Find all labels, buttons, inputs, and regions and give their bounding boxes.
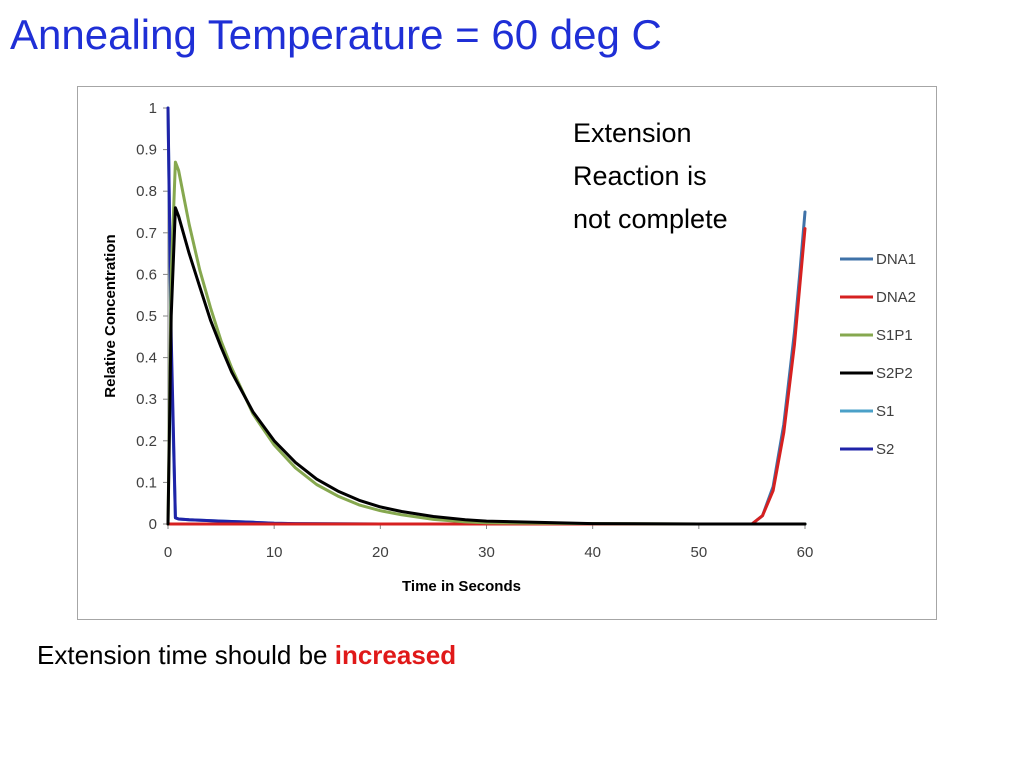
y-tick-label: 0.1 bbox=[136, 474, 157, 491]
chart-frame: 0 0.1 0.2 0.3 0.4 0.5 0.6 0.7 0.8 0.9 1 0 10 20 30 40 50… bbox=[77, 86, 937, 620]
y-tick-label: 0.4 bbox=[136, 350, 157, 367]
x-tick-label: 60 bbox=[797, 544, 814, 561]
y-tick-label: 0.3 bbox=[136, 391, 157, 408]
footer-prefix: Extension time should be bbox=[37, 640, 335, 670]
annotation-line-1: Extension bbox=[573, 118, 692, 148]
y-tick-label: 0 bbox=[149, 516, 157, 533]
annotation-line-2: Reaction is bbox=[573, 161, 707, 191]
series-line-dna1 bbox=[166, 210, 807, 526]
legend-label-dna1: DNA1 bbox=[876, 251, 916, 268]
line-chart: 00.10.20.30.40.50.60.70.80.910 10 20 30 40 50… bbox=[102, 100, 916, 595]
y-tick-label: 0.7 bbox=[136, 225, 157, 242]
chart-annotation: Extension Reaction is not complete bbox=[573, 112, 728, 241]
x-tick-label: 40 bbox=[584, 544, 601, 561]
x-tick-label: 30 bbox=[478, 544, 495, 561]
x-axis-title: Time in Seconds bbox=[402, 578, 521, 595]
series-line-s2p2 bbox=[166, 206, 807, 526]
legend-label-s2: S2 bbox=[876, 441, 894, 458]
series-line-dna2 bbox=[166, 227, 807, 526]
footer-emphasis: increased bbox=[334, 640, 457, 670]
y-tick-label: 0.5 bbox=[136, 308, 157, 325]
annotation-line-3: not complete bbox=[573, 204, 728, 234]
plot-layer: 00.10.20.30.40.50.60.70.80.910 10 20 30 40 50… bbox=[102, 100, 916, 595]
x-tick-label: 0 bbox=[164, 544, 172, 561]
y-tick-label: 0.9 bbox=[136, 142, 157, 159]
series-line-s1p1 bbox=[166, 160, 807, 526]
legend-label-s1: S1 bbox=[876, 403, 894, 420]
legend-label-s1p1: S1P1 bbox=[876, 327, 913, 344]
y-tick-label: 0.2 bbox=[136, 433, 157, 450]
footer-note: Extension time should be increased bbox=[37, 640, 456, 671]
legend-label-s2p2: S2P2 bbox=[876, 365, 913, 382]
y-tick-label: 0.6 bbox=[136, 266, 157, 283]
x-tick-label: 10 bbox=[266, 544, 283, 561]
y-tick-label: 1 bbox=[149, 100, 157, 117]
legend-label-dna2: DNA2 bbox=[876, 289, 916, 306]
x-tick-label: 20 bbox=[372, 544, 389, 561]
x-tick-label: 50 bbox=[690, 544, 707, 561]
y-axis-title: Relative Concentration bbox=[102, 234, 119, 397]
y-tick-label: 0.8 bbox=[136, 183, 157, 200]
slide-title: Annealing Temperature = 60 deg C bbox=[10, 11, 662, 58]
